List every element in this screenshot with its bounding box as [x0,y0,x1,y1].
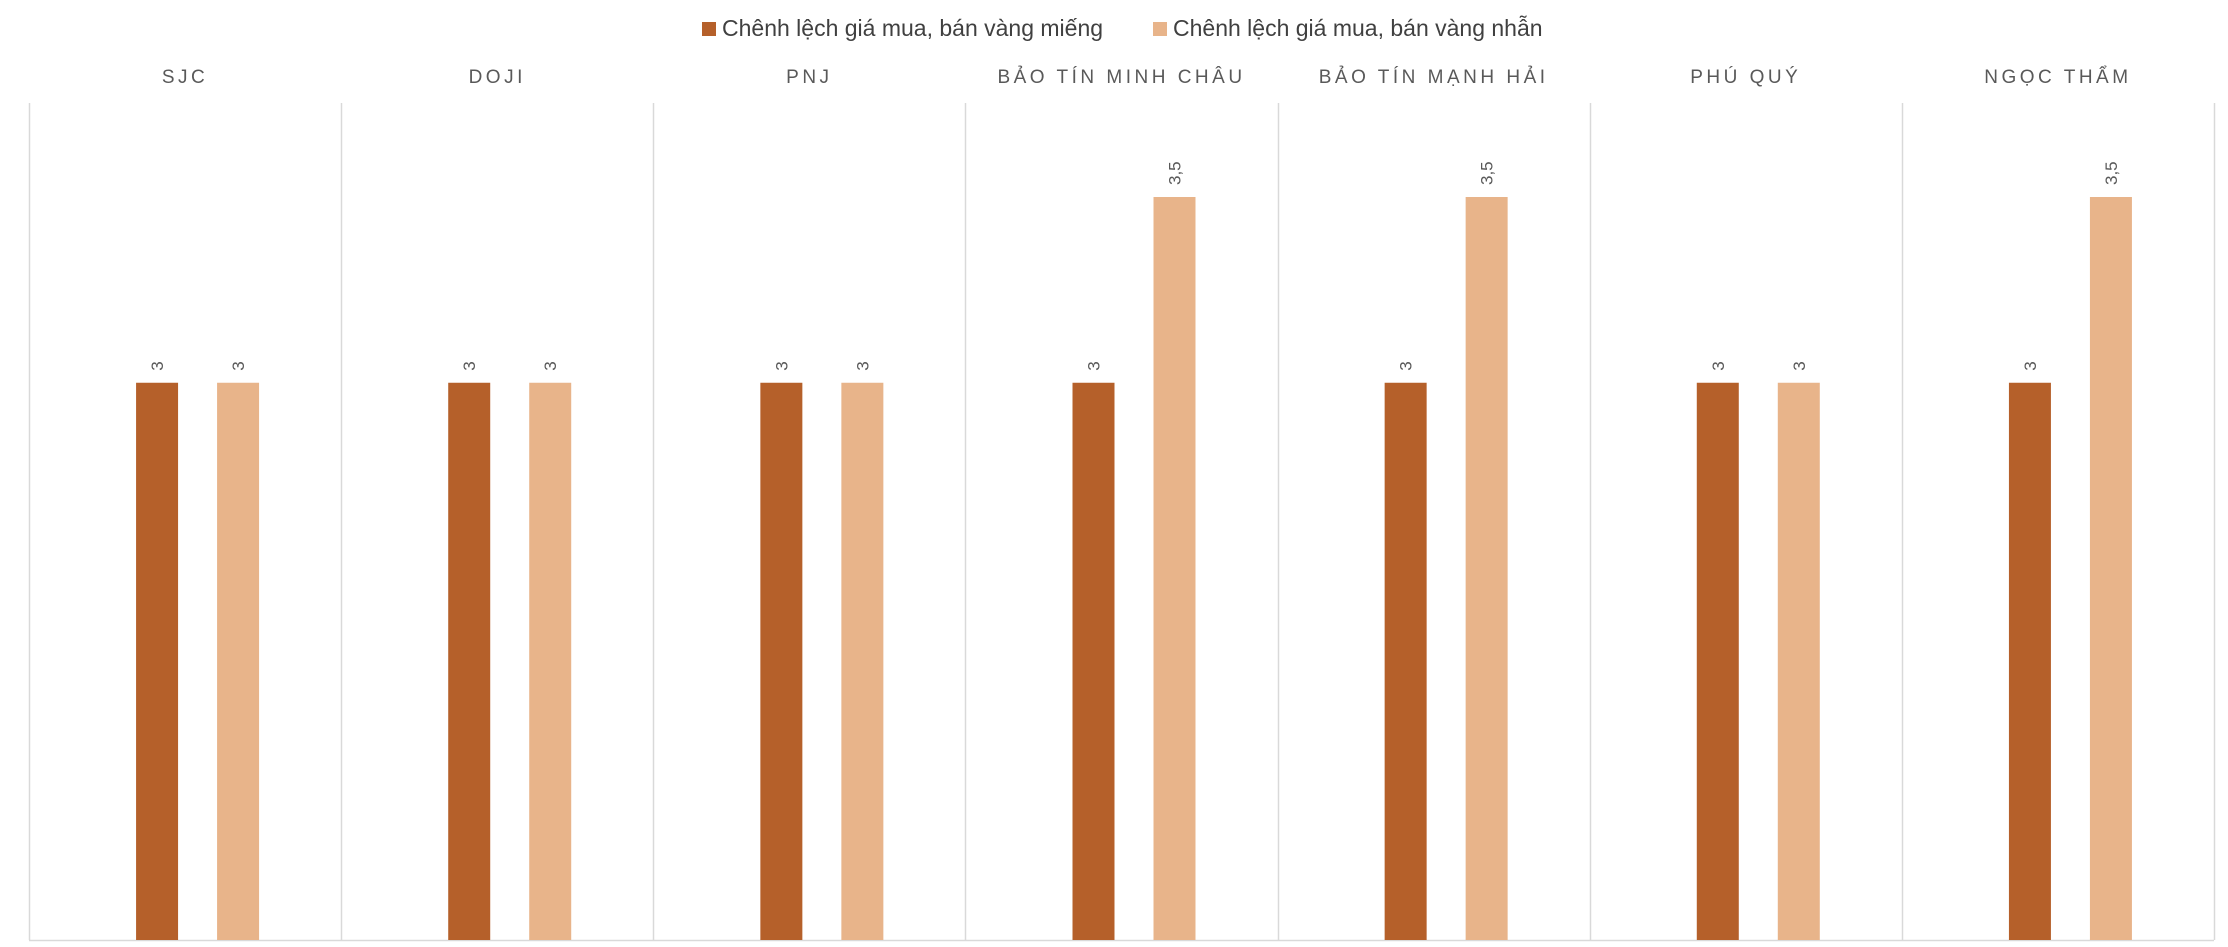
data-label-series-1: 3 [1397,361,1416,370]
category-label: DOJI [469,67,526,88]
data-label-series-1: 3 [460,361,479,370]
bar-series-1 [1384,382,1427,940]
data-label-series-1: 3 [1085,361,1104,370]
bar-series-2 [529,382,572,940]
data-label-series-2: 3 [1790,361,1809,370]
bar-series-2 [841,382,884,940]
bar-series-2 [1153,197,1196,940]
legend-swatch-1 [702,22,716,36]
data-label-series-1: 3 [1709,361,1728,370]
bar-series-2 [2089,197,2132,940]
legend-label-1: Chênh lệch giá mua, bán vàng miếng [722,15,1103,41]
data-label-series-2: 3,5 [1166,161,1185,185]
category-label: PNJ [786,67,832,88]
bar-series-1 [1696,382,1739,940]
legend-label-2: Chênh lệch giá mua, bán vàng nhẫn [1173,15,1543,41]
bar-series-1 [760,382,803,940]
data-label-series-2: 3,5 [2102,161,2121,185]
legend-swatch-2 [1153,22,1167,36]
category-label: PHÚ QUÝ [1690,66,1801,88]
category-label: BẢO TÍN MẠNH HẢI [1319,66,1549,88]
data-label-series-2: 3 [853,361,872,370]
bar-series-1 [2008,382,2051,940]
data-label-series-2: 3,5 [1478,161,1497,185]
data-label-series-2: 3 [229,361,248,370]
data-label-series-2: 3 [541,361,560,370]
bar-series-1 [1072,382,1115,940]
data-label-series-1: 3 [148,361,167,370]
bar-series-2 [1777,382,1820,940]
bar-series-1 [136,382,179,940]
bar-series-2 [1465,197,1508,940]
category-label: NGỌC THẨM [1984,66,2131,88]
bar-series-2 [217,382,260,940]
data-label-series-1: 3 [772,361,791,370]
data-label-series-1: 3 [2021,361,2040,370]
category-label: SJC [162,67,208,88]
bar-series-1 [448,382,491,940]
category-label: BẢO TÍN MINH CHÂU [997,66,1245,88]
